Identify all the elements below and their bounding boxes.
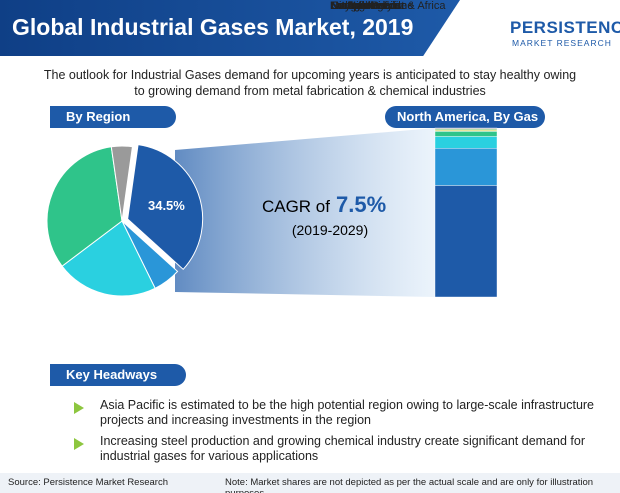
cagr-period: (2019-2029) xyxy=(292,222,368,238)
headway-item: Increasing steel production and growing … xyxy=(100,434,585,463)
logo-sub: MARKET RESEARCH xyxy=(512,38,612,48)
charts: CAGR of 7.5% (2019-2029) 34.5% xyxy=(46,127,498,298)
cagr-prefix: CAGR of xyxy=(262,197,330,216)
legend-label: Asia Pacific xyxy=(347,0,404,12)
footer-source: Source: Persistence Market Research xyxy=(8,477,168,488)
legend-label: Helium xyxy=(345,0,380,12)
intro-line: to growing demand from metal fabrication… xyxy=(134,84,486,98)
legend-swatch xyxy=(320,0,327,7)
footer-band xyxy=(0,473,620,493)
legend-label: Middle East & Africa xyxy=(347,0,446,12)
legend-label: Latin America xyxy=(330,0,397,12)
bar-segment xyxy=(434,129,498,132)
logo-main: PERSISTENCE xyxy=(510,18,620,37)
pie-slice xyxy=(110,145,134,222)
bar-segment xyxy=(434,127,498,130)
pie-slice xyxy=(46,146,123,267)
legend-label: Argon xyxy=(348,0,378,12)
legend-swatch xyxy=(334,0,341,7)
bullet xyxy=(74,438,84,450)
legend-label: North America xyxy=(330,0,400,12)
gas-label: North America, By Gas xyxy=(385,106,545,128)
legend-label: Acetylene xyxy=(365,0,414,12)
bar-segment xyxy=(434,148,498,186)
header-band xyxy=(0,0,460,56)
legend-label: Europe xyxy=(330,0,366,12)
bar-segment xyxy=(434,131,498,137)
legend-label: Oxygen xyxy=(331,0,369,12)
funnel xyxy=(175,128,435,297)
legend-label: Carbon Dioxide xyxy=(331,0,407,12)
headway-item: Asia Pacific is estimated to be the high… xyxy=(100,398,595,427)
pie-slice xyxy=(127,144,204,271)
legend-label: Hydrogen xyxy=(348,0,396,12)
data-label: 34.5% xyxy=(148,198,185,213)
title: Global Industrial Gases Market, 2019 xyxy=(12,14,414,40)
region-label: By Region xyxy=(50,106,176,128)
footer-note: Note: Market shares are not depicted as … xyxy=(225,477,594,493)
legend-label: Nitrogen xyxy=(331,0,373,12)
headways-label: Key Headways xyxy=(50,364,186,386)
bar-segment xyxy=(434,185,498,298)
pie-slice xyxy=(61,220,156,297)
bullet xyxy=(74,402,84,414)
bar-segment xyxy=(434,136,498,149)
legend-swatch xyxy=(354,0,361,7)
intro-line: The outlook for Industrial Gases demand … xyxy=(43,68,577,82)
cagr-value: 7.5% xyxy=(336,192,386,217)
